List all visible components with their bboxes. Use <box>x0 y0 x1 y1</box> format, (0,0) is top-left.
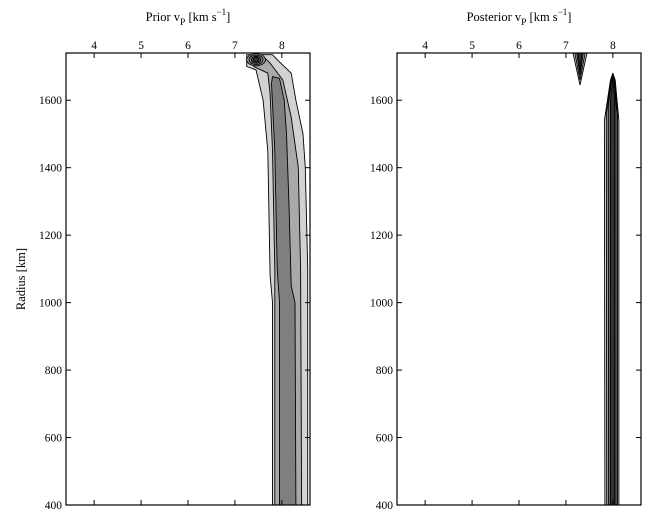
x-tick-label: 8 <box>279 40 285 52</box>
y-tick-label: 800 <box>376 365 394 377</box>
contour-blob-ring <box>252 57 260 63</box>
y-tick-label: 1000 <box>39 298 62 310</box>
contour-area <box>246 53 309 505</box>
y-tick-label: 400 <box>376 500 394 512</box>
x-tick-label: 5 <box>138 40 144 52</box>
x-tick-label: 4 <box>422 40 428 52</box>
contour-area <box>572 53 620 505</box>
contour-level-4 <box>610 76 616 505</box>
y-tick-label: 600 <box>376 433 394 445</box>
x-tick-label: 7 <box>563 40 569 52</box>
y-tick-label: 1000 <box>370 298 393 310</box>
panel-left: 4 5 6 7 8 400 600 800 1000 1200 1400 1600 Prior vP [… <box>14 7 311 512</box>
y-tick-label: 1200 <box>370 230 393 242</box>
panel-title: Posterior vP [km s−1] <box>467 7 572 28</box>
y-tick-label: 400 <box>45 500 63 512</box>
x-tick-label: 8 <box>610 40 616 52</box>
y-tick-label: 1600 <box>39 95 62 107</box>
contour-level-3 <box>271 76 297 505</box>
x-tick-label: 5 <box>469 40 475 52</box>
y-tick-label: 1600 <box>370 95 393 107</box>
contour-blob-ring <box>577 53 583 70</box>
y-tick-label: 1400 <box>370 163 393 175</box>
panel-right: 4 5 6 7 8 400 600 800 1000 1200 1400 1600 Posterior … <box>370 7 642 512</box>
panel-title: Prior vP [km s−1] <box>146 7 231 28</box>
x-tick-label: 7 <box>232 40 238 52</box>
y-axis-label: Radius [km] <box>14 248 28 310</box>
y-tick-label: 1200 <box>39 230 62 242</box>
x-tick-label: 6 <box>185 40 191 52</box>
y-tick-label: 1400 <box>39 163 62 175</box>
y-tick-label: 800 <box>45 365 63 377</box>
x-tick-label: 6 <box>516 40 522 52</box>
x-tick-label: 4 <box>91 40 97 52</box>
y-tick-label: 600 <box>45 433 63 445</box>
